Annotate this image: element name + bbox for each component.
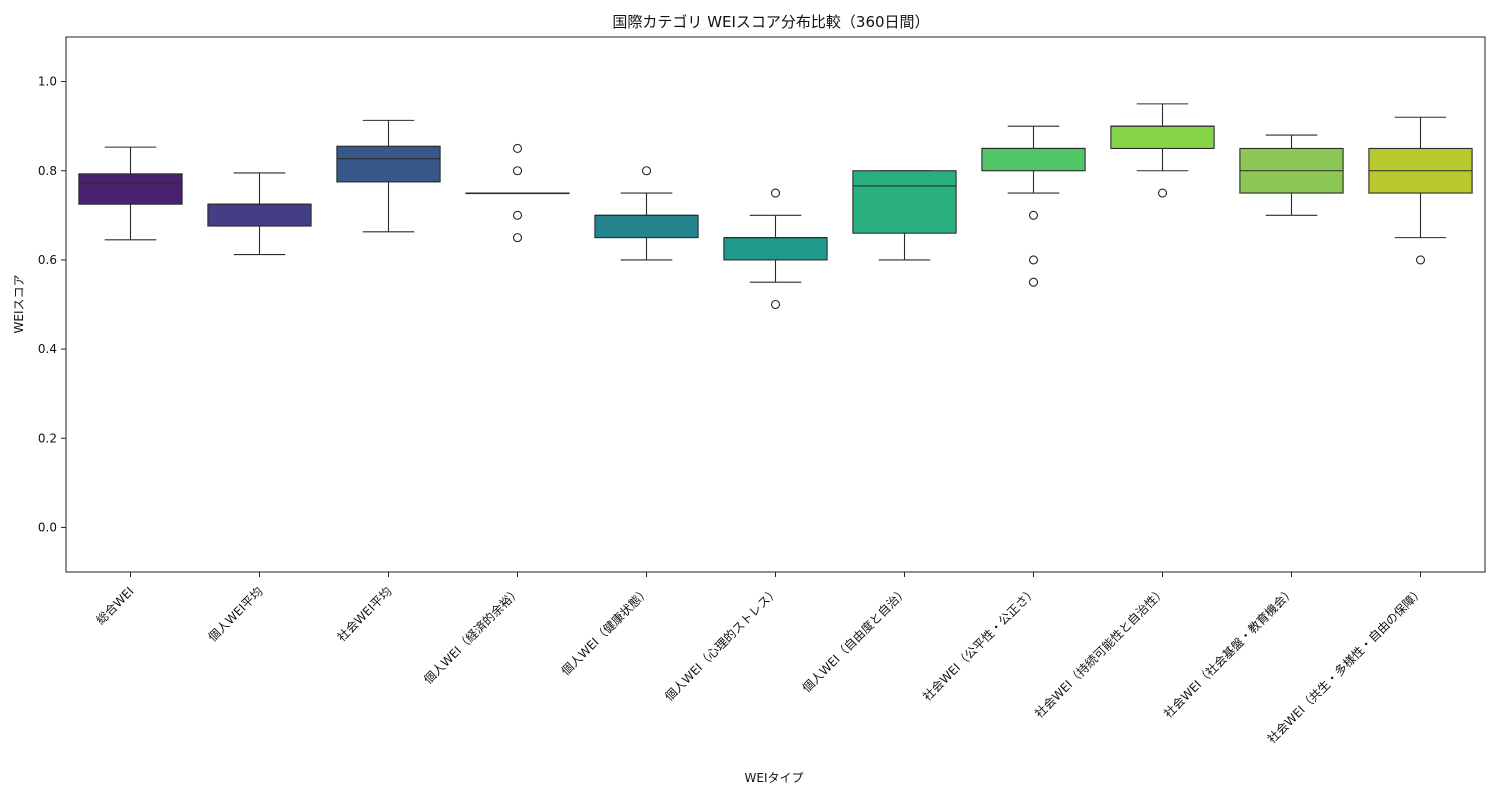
y-tick-label: 0.0 [38, 520, 57, 534]
box-group [1239, 134, 1344, 216]
box [207, 203, 312, 227]
outlier-point [1028, 210, 1039, 220]
x-tick-label: 個人WEI（健康状態） [558, 584, 653, 679]
outlier-point [512, 233, 523, 243]
chart-title: 国際カテゴリ WEIスコア分布比較（360日間） [612, 13, 929, 31]
x-tick-label: 社会WEI（社会基盤・教育機会） [1160, 584, 1297, 721]
box-group [723, 188, 828, 310]
y-tick-label: 1.0 [38, 75, 57, 89]
x-axis: 総合WEI 個人WEI平均 社会WEI平均 個人WEI（経済的余裕） 個人WEI（健康状… [93, 572, 1427, 746]
outlier-point [770, 188, 781, 198]
box-group [465, 143, 570, 243]
y-tick-label: 0.6 [38, 253, 57, 267]
outlier-point [1415, 255, 1426, 265]
y-tick-label: 0.2 [38, 431, 57, 445]
box-group [207, 172, 312, 256]
box [981, 147, 1086, 172]
box-group [852, 170, 957, 261]
y-axis-label: WEIスコア [12, 275, 26, 334]
box [78, 173, 183, 205]
plot-area [78, 103, 1473, 310]
x-tick-label: 社会WEI（公平性・公正さ） [919, 584, 1039, 704]
x-tick-label: 個人WEI（心理的ストレス） [661, 584, 781, 704]
outlier-point [1028, 255, 1039, 265]
outlier-point [512, 143, 523, 154]
box-group [78, 146, 183, 241]
box-group [1110, 103, 1215, 198]
x-tick-label: 社会WEI平均 [334, 584, 395, 645]
box [852, 170, 957, 234]
x-tick-label: 個人WEI（自由度と自治） [799, 584, 911, 696]
x-tick-label: 総合WEI [93, 584, 137, 628]
outlier-point [1028, 277, 1039, 287]
y-tick-label: 0.8 [38, 164, 57, 178]
x-axis-label: WEIタイプ [745, 771, 804, 785]
outlier-point [641, 166, 652, 176]
box [723, 237, 828, 261]
box-group [336, 119, 441, 233]
outlier-point [512, 210, 523, 220]
y-axis: 0.0 0.2 0.4 0.6 0.8 1.0 [38, 75, 66, 534]
box [336, 145, 441, 183]
box-group [594, 166, 699, 261]
box [1110, 125, 1215, 150]
x-tick-label: 個人WEI平均 [206, 584, 266, 644]
outlier-point [512, 166, 523, 176]
box-group [1368, 116, 1473, 265]
y-tick-label: 0.4 [38, 342, 57, 356]
plot-frame [65, 36, 1486, 573]
x-tick-label: 個人WEI（経済的余裕） [420, 584, 523, 687]
box-group [981, 125, 1086, 287]
box [594, 214, 699, 239]
x-tick-label: 社会WEI（持続可能性と自治性） [1031, 584, 1168, 721]
outlier-point [1157, 188, 1168, 198]
outlier-point [770, 299, 781, 310]
x-tick-label: 社会WEI（共生・多様性・自由の保障） [1264, 584, 1427, 747]
